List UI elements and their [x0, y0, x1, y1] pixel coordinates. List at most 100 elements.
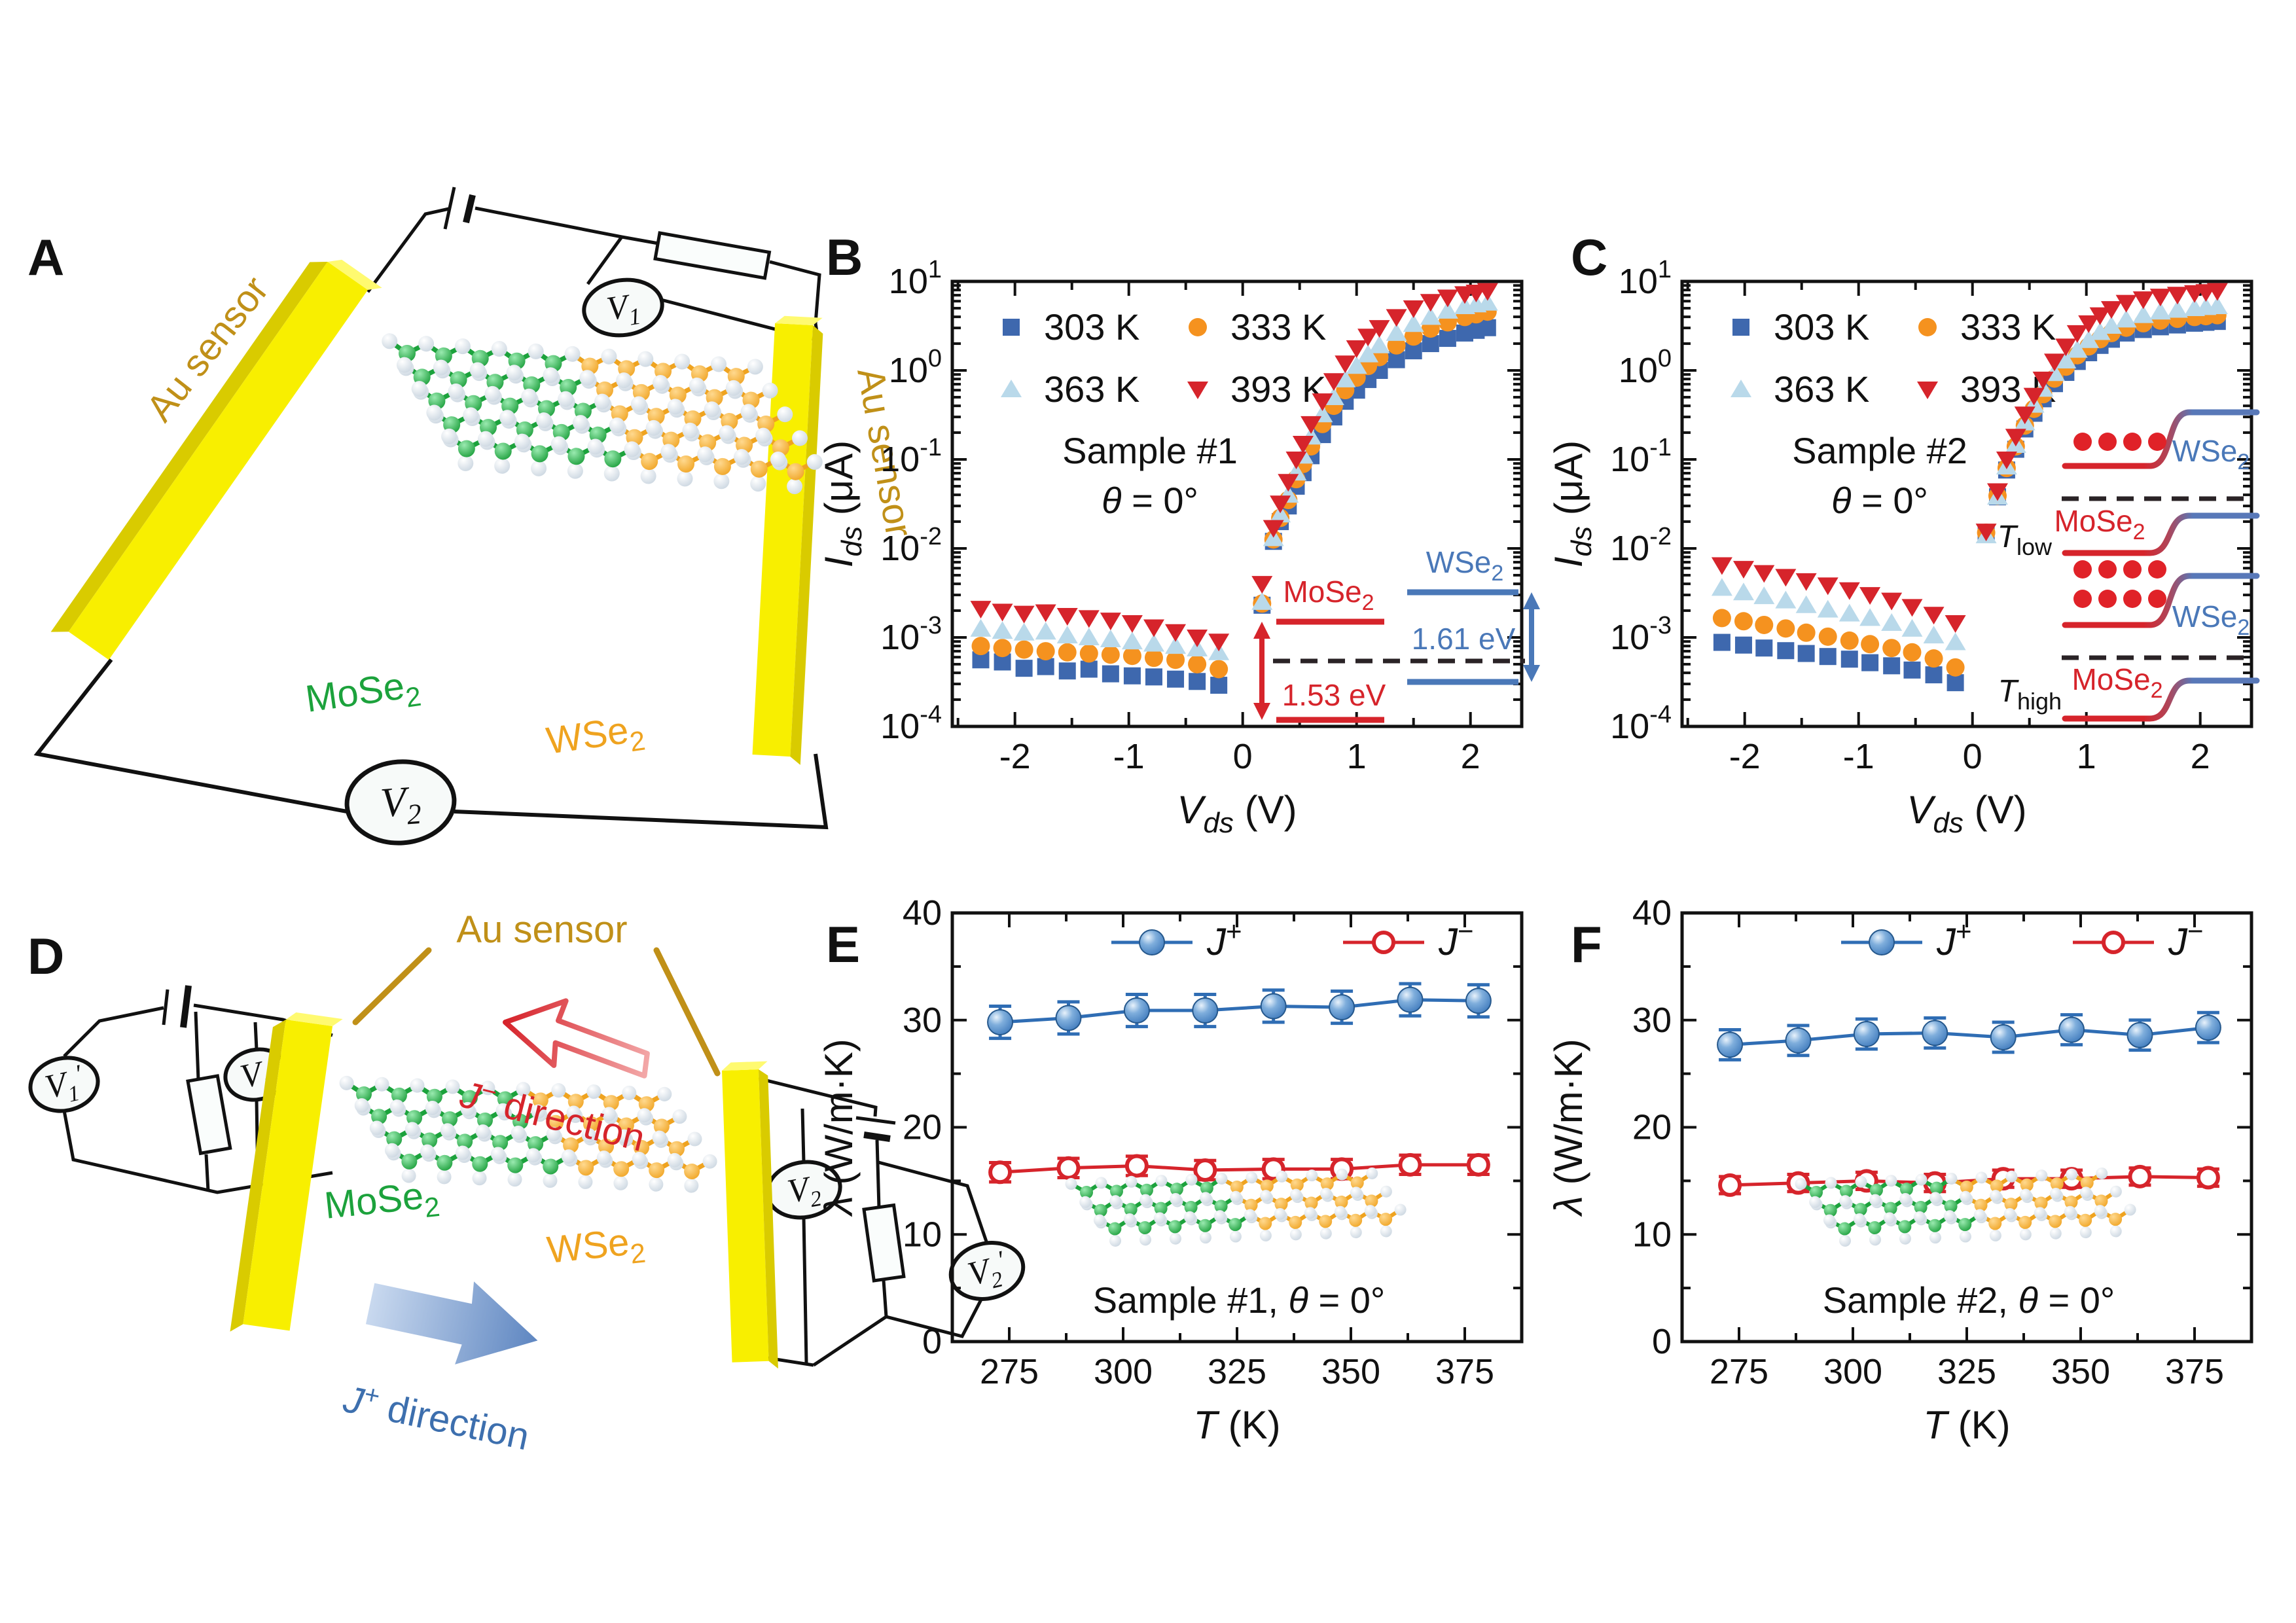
data-point: [1208, 633, 1230, 652]
v1-label: V1: [604, 287, 642, 333]
y-axis-title: Ids (μA): [817, 440, 868, 567]
data-point: [1036, 642, 1055, 661]
data-point: [1861, 654, 1879, 671]
data-point: [1713, 633, 1731, 651]
band-alignment-inset: MoSe2 WSe2 1.61 eV 1.53 eV: [1253, 545, 1540, 723]
x-axis-title: Vds (V): [1907, 788, 2026, 839]
data-point: [1166, 651, 1185, 669]
data-point: [1922, 1020, 1948, 1046]
data-point: [1753, 565, 1775, 583]
x-tick-label: -1: [1843, 737, 1874, 776]
data-point: [1312, 393, 1333, 412]
y-tick-label: 40: [903, 893, 942, 933]
data-point: [1883, 657, 1901, 675]
data-point: [1346, 356, 1367, 374]
arrow-head: [1253, 622, 1270, 639]
data-point: [2100, 316, 2122, 334]
x-axis-title: Vds (V): [1177, 788, 1297, 839]
panel-letter-e: E: [826, 916, 860, 973]
data-point: [1734, 636, 1752, 654]
data-point: [1776, 619, 1795, 638]
data-point: [1775, 590, 1797, 609]
wse2-gap-label: 1.61 eV: [1412, 622, 1516, 656]
data-point: [1859, 587, 1881, 605]
mose2-profile-label: MoSe2: [2054, 504, 2145, 544]
data-point: [2055, 350, 2077, 368]
profile-curve-lower: [2062, 512, 2260, 556]
profile-curve-upper: [2062, 573, 2260, 628]
data-point: [1139, 929, 1165, 955]
data-point: [1840, 631, 1859, 650]
sample-theta-label: θ = 0°: [1102, 480, 1198, 521]
data-point: [1795, 573, 1817, 591]
y-tick-label: 10-4: [880, 701, 942, 746]
data-point: [1439, 330, 1456, 348]
data-point: [1717, 1031, 1744, 1058]
data-point: [1861, 635, 1880, 654]
data-point: [1143, 619, 1164, 637]
battery-plate-long: [443, 187, 456, 230]
x-tick-label: 1: [2077, 737, 2096, 776]
carrier-dot: [2073, 590, 2092, 608]
sample-label: Sample #1: [1062, 430, 1238, 471]
data-point: [1859, 608, 1881, 626]
data-point: [2149, 302, 2171, 320]
data-point: [1903, 661, 1921, 679]
sample-label: Sample #2, θ = 0°: [1823, 1279, 2115, 1321]
y-tick-label: 20: [903, 1108, 942, 1147]
data-point: [2089, 322, 2111, 340]
au-sensor-bar-right-d: [722, 1061, 778, 1369]
data-point: [1123, 667, 1141, 685]
data-point: [1946, 658, 1965, 677]
data-point: [1881, 613, 1903, 632]
data-point: [2166, 287, 2188, 305]
y-tick-label: 100: [889, 345, 942, 390]
data-point: [1329, 994, 1355, 1021]
x-tick-label: -2: [999, 737, 1031, 776]
panel-a: A V1 V: [27, 187, 921, 846]
data-point: [1990, 1024, 2017, 1050]
lattice-inset-e: [1065, 1167, 1407, 1247]
resistor: [653, 231, 772, 280]
data-point: [1078, 610, 1100, 628]
data-point: [1903, 643, 1922, 662]
wse2-inset-label: WSe2: [1426, 545, 1504, 586]
data-point: [1975, 524, 1997, 542]
data-point: [1035, 604, 1056, 622]
data-point: [1996, 452, 2017, 469]
data-point: [1121, 615, 1143, 633]
plot-frame: [1680, 279, 2253, 728]
data-point: [2206, 283, 2228, 301]
data-point: [1946, 674, 1964, 692]
data-point: [992, 621, 1013, 639]
x-tick-label: 325: [1208, 1352, 1266, 1391]
battery-plate-short: [863, 1132, 891, 1142]
data-point: [1014, 640, 1033, 659]
data-point: [1422, 335, 1439, 353]
legend-label: 333 K: [1230, 306, 1326, 348]
data-point: [1189, 673, 1206, 690]
data-point: [2089, 307, 2111, 325]
x-tick-label: 350: [1321, 1352, 1380, 1391]
panel-letter-c: C: [1571, 228, 1607, 286]
wse2-label-a: WSe2: [544, 707, 647, 769]
series-333 K: [1712, 306, 2227, 677]
y-tick-label: 10-1: [1610, 434, 1672, 479]
mose2-gap-label: 1.53 eV: [1282, 678, 1386, 712]
legend-label: 393 K: [1230, 368, 1326, 410]
leader-line: [653, 947, 721, 1077]
wire: [800, 1108, 806, 1163]
carrier-dot: [2123, 560, 2142, 579]
data-point: [1901, 599, 1923, 617]
data-point: [988, 1160, 1013, 1185]
data-point: [2032, 371, 2054, 389]
wire: [253, 1022, 259, 1050]
data-point: [1755, 615, 1774, 634]
v2-label: V2: [379, 777, 423, 832]
data-point: [1124, 1154, 1149, 1178]
mose2-label-a: MoSe2: [303, 662, 423, 727]
data-point: [1189, 318, 1207, 336]
